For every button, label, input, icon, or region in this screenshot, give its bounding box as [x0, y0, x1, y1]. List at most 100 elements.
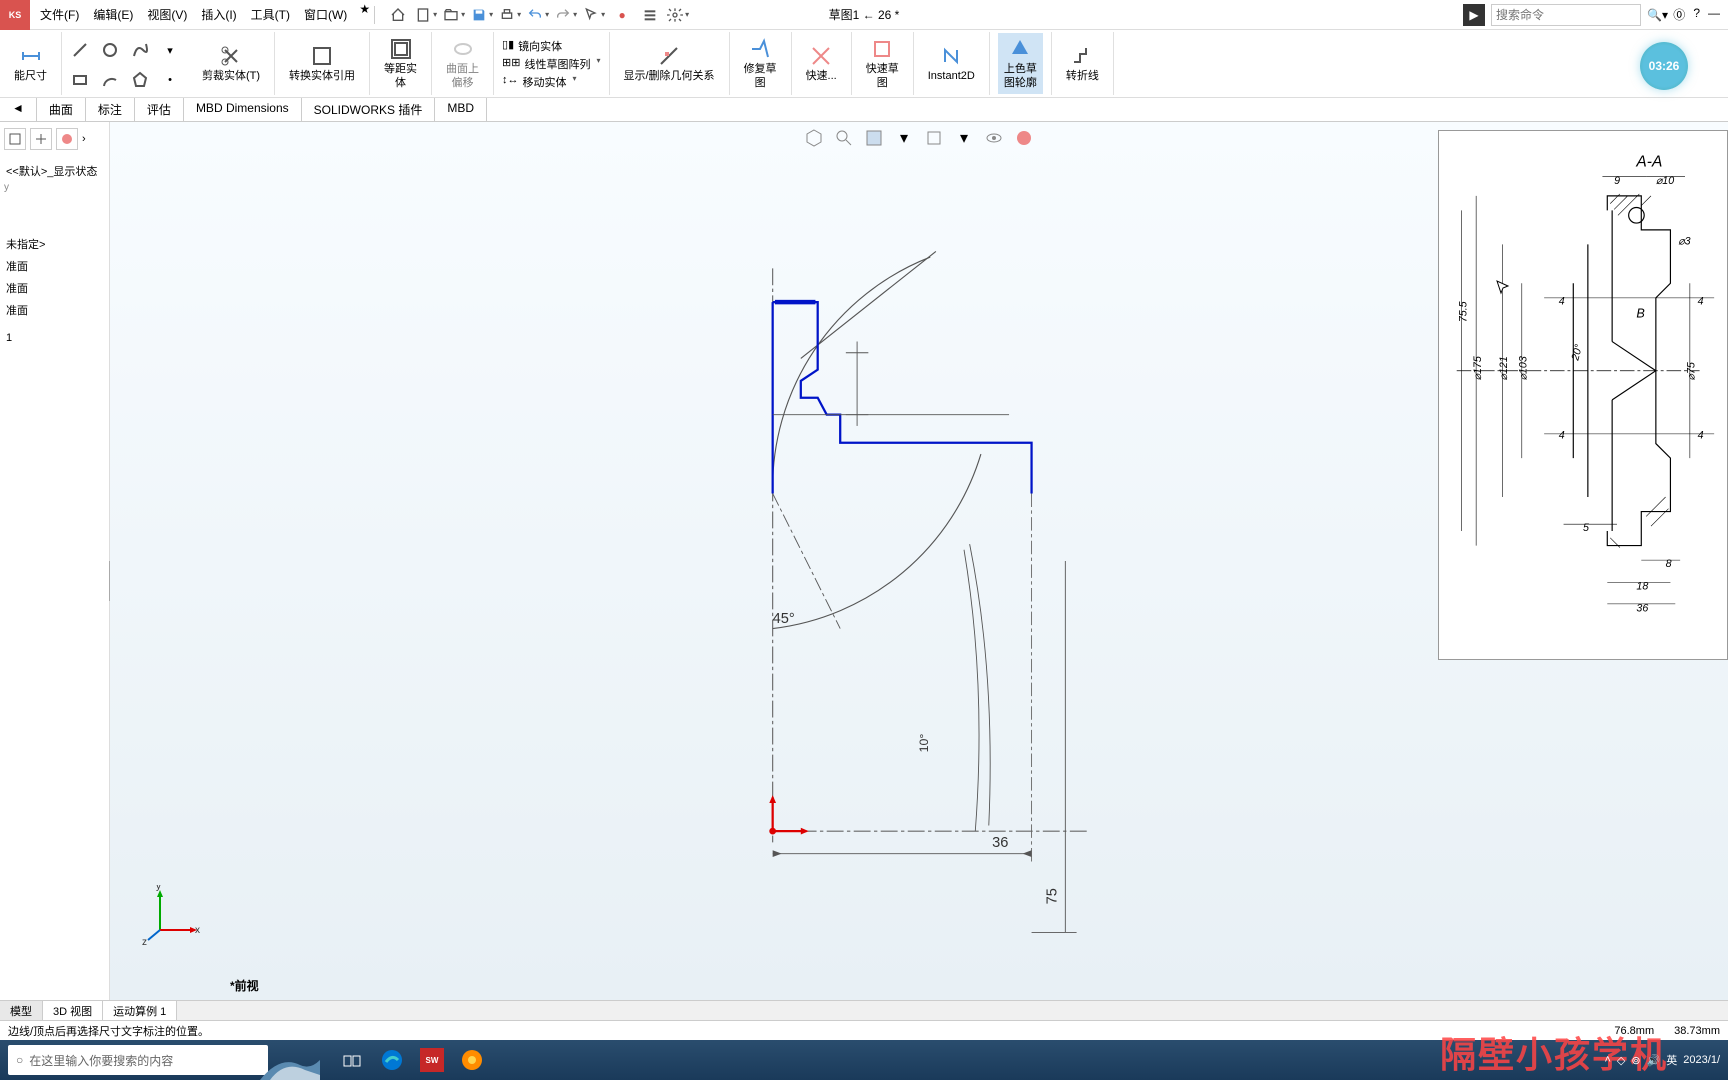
tree-tab-3[interactable] — [56, 128, 78, 150]
svg-text:10°: 10° — [917, 734, 931, 753]
view-box-icon[interactable] — [922, 126, 946, 150]
more-arc-icon[interactable]: ▾ — [156, 36, 184, 64]
smart-dimension-button[interactable]: 能尺寸 — [8, 40, 53, 87]
tab-mbd-dims[interactable]: MBD Dimensions — [184, 98, 302, 121]
circle-tool[interactable] — [96, 36, 124, 64]
mirror-button[interactable]: ▯▮镜向实体 — [502, 38, 562, 54]
undo-icon[interactable]: ▾ — [527, 4, 549, 26]
tray-icon[interactable]: ˄ — [1604, 1054, 1610, 1066]
print-icon[interactable]: ▾ — [499, 4, 521, 26]
shade-sketch-button[interactable]: 上色草 图轮廓 — [998, 33, 1043, 93]
bottom-tab-3d[interactable]: 3D 视图 — [43, 1001, 103, 1020]
rebuild-icon[interactable]: ● — [611, 4, 633, 26]
tab-evaluate[interactable]: 评估 — [135, 98, 184, 121]
angle-45-label: 45° — [773, 611, 795, 627]
relations-button[interactable]: 显示/删除几何关系 — [618, 40, 721, 87]
new-icon[interactable]: ▾ — [415, 4, 437, 26]
windows-search[interactable]: ○ 在这里输入你要搜索的内容 — [8, 1045, 268, 1075]
point-tool[interactable]: • — [156, 66, 184, 94]
trim-button[interactable]: 剪裁实体(T) — [196, 40, 266, 87]
menu-edit[interactable]: 编辑(E) — [91, 2, 135, 27]
offset-button[interactable]: 等距实 体 — [378, 33, 423, 93]
tree-item[interactable]: 未指定> — [4, 233, 105, 255]
menu-star-icon[interactable]: ★ — [359, 2, 370, 27]
section-label: A-A — [1635, 154, 1662, 171]
display-state[interactable]: <<默认>_显示状态 — [4, 160, 105, 182]
view-display-icon[interactable]: ▾ — [892, 126, 916, 150]
open-icon[interactable]: ▾ — [443, 4, 465, 26]
reference-drawing: A-A 9 — [1438, 130, 1728, 660]
search-icon[interactable]: ▶ — [1463, 4, 1485, 26]
line-tool[interactable] — [66, 36, 94, 64]
taskview-icon[interactable] — [336, 1044, 368, 1076]
convert-button[interactable]: 转换实体引用 — [283, 40, 361, 87]
tab-surface[interactable]: 曲面 — [37, 98, 86, 121]
tab-sw-plugins[interactable]: SOLIDWORKS 插件 — [302, 98, 436, 121]
save-icon[interactable]: ▾ — [471, 4, 493, 26]
status-coord2: 38.73mm — [1674, 1025, 1720, 1037]
solidworks-icon[interactable]: SW — [416, 1044, 448, 1076]
tray-wifi-icon[interactable]: ⊚ — [1631, 1054, 1640, 1067]
instant2d-button[interactable]: Instant2D — [922, 40, 981, 87]
view-section-icon[interactable] — [862, 126, 886, 150]
dim-75: 75 — [1044, 888, 1060, 904]
view-appearance-icon[interactable] — [1012, 126, 1036, 150]
options-icon[interactable] — [639, 4, 661, 26]
tree-item[interactable]: 准面 — [4, 277, 105, 299]
bottom-tab-motion[interactable]: 运动算例 1 — [103, 1001, 177, 1020]
quick2-button[interactable]: 快速草 图 — [860, 33, 905, 93]
help-icon[interactable]: ? — [1693, 6, 1700, 23]
tree-item[interactable]: 1 — [4, 329, 105, 347]
polygon-tool[interactable] — [126, 66, 154, 94]
minimize-icon[interactable]: — — [1708, 6, 1720, 23]
settings-icon[interactable]: ▾ — [667, 4, 689, 26]
search-dropdown-icon[interactable]: 🔍▾ — [1647, 8, 1668, 22]
arc-tool[interactable] — [96, 66, 124, 94]
repair-button[interactable]: 修复草 图 — [738, 33, 783, 93]
view-cube-icon[interactable] — [802, 126, 826, 150]
edge-icon[interactable] — [376, 1044, 408, 1076]
tree-tab-1[interactable] — [4, 128, 26, 150]
tree-item[interactable]: 准面 — [4, 255, 105, 277]
home-icon[interactable] — [387, 4, 409, 26]
svg-text:x: x — [195, 925, 200, 936]
rect-tool[interactable] — [66, 66, 94, 94]
view-hide-icon[interactable]: ▾ — [952, 126, 976, 150]
svg-text:36: 36 — [1636, 603, 1648, 615]
tab-prev[interactable]: ◄ — [0, 98, 37, 121]
svg-text:9: 9 — [1614, 175, 1620, 187]
tray-sound-icon[interactable]: 🔊 — [1647, 1054, 1661, 1067]
app-icon[interactable] — [456, 1044, 488, 1076]
redo-icon[interactable]: ▾ — [555, 4, 577, 26]
tree-item[interactable]: 准面 — [4, 299, 105, 321]
status-hint: 边线/顶点后再选择尺寸文字标注的位置。 — [8, 1023, 209, 1039]
menu-window[interactable]: 窗口(W) — [302, 2, 349, 27]
user-icon[interactable]: ⓪ — [1673, 6, 1685, 23]
svg-text:B: B — [1636, 306, 1644, 320]
tree-tab-2[interactable] — [30, 128, 52, 150]
tree-expand-icon[interactable]: › — [82, 133, 86, 145]
menu-insert[interactable]: 插入(I) — [199, 2, 238, 27]
search-input[interactable] — [1491, 4, 1641, 26]
spline-tool[interactable] — [126, 36, 154, 64]
convert-line-button[interactable]: 转折线 — [1060, 40, 1105, 87]
svg-text:18: 18 — [1636, 580, 1648, 592]
tab-annotate[interactable]: 标注 — [86, 98, 135, 121]
view-eye-icon[interactable] — [982, 126, 1006, 150]
menu-file[interactable]: 文件(F) — [38, 2, 81, 27]
svg-text:⌀3: ⌀3 — [1678, 235, 1690, 247]
tray-lang[interactable]: 英 — [1666, 1052, 1677, 1068]
svg-text:⌀121: ⌀121 — [1498, 356, 1510, 380]
quick1-button[interactable]: 快速... — [800, 40, 843, 87]
view-zoom-icon[interactable] — [832, 126, 856, 150]
surface-offset-button[interactable]: 曲面上 偏移 — [440, 33, 485, 93]
tab-mbd[interactable]: MBD — [435, 98, 487, 121]
move-button[interactable]: ↕↔移动实体▾ — [502, 74, 577, 90]
view-label: *前视 — [230, 977, 259, 994]
bottom-tab-model[interactable]: 模型 — [0, 1001, 43, 1020]
select-icon[interactable]: ▾ — [583, 4, 605, 26]
menu-tools[interactable]: 工具(T) — [249, 2, 292, 27]
menu-view[interactable]: 视图(V) — [145, 2, 189, 27]
pattern-button[interactable]: ⊞⊞线性草图阵列▾ — [502, 56, 600, 72]
tray-cloud-icon[interactable]: ◇ — [1617, 1054, 1625, 1067]
